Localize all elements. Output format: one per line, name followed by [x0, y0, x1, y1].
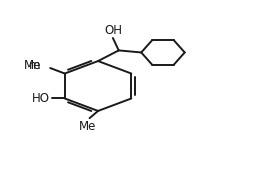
Text: Me: Me	[79, 120, 96, 133]
Text: m: m	[29, 60, 40, 72]
Text: HO: HO	[32, 92, 49, 105]
Text: OH: OH	[104, 24, 122, 37]
Text: Me: Me	[24, 60, 41, 72]
